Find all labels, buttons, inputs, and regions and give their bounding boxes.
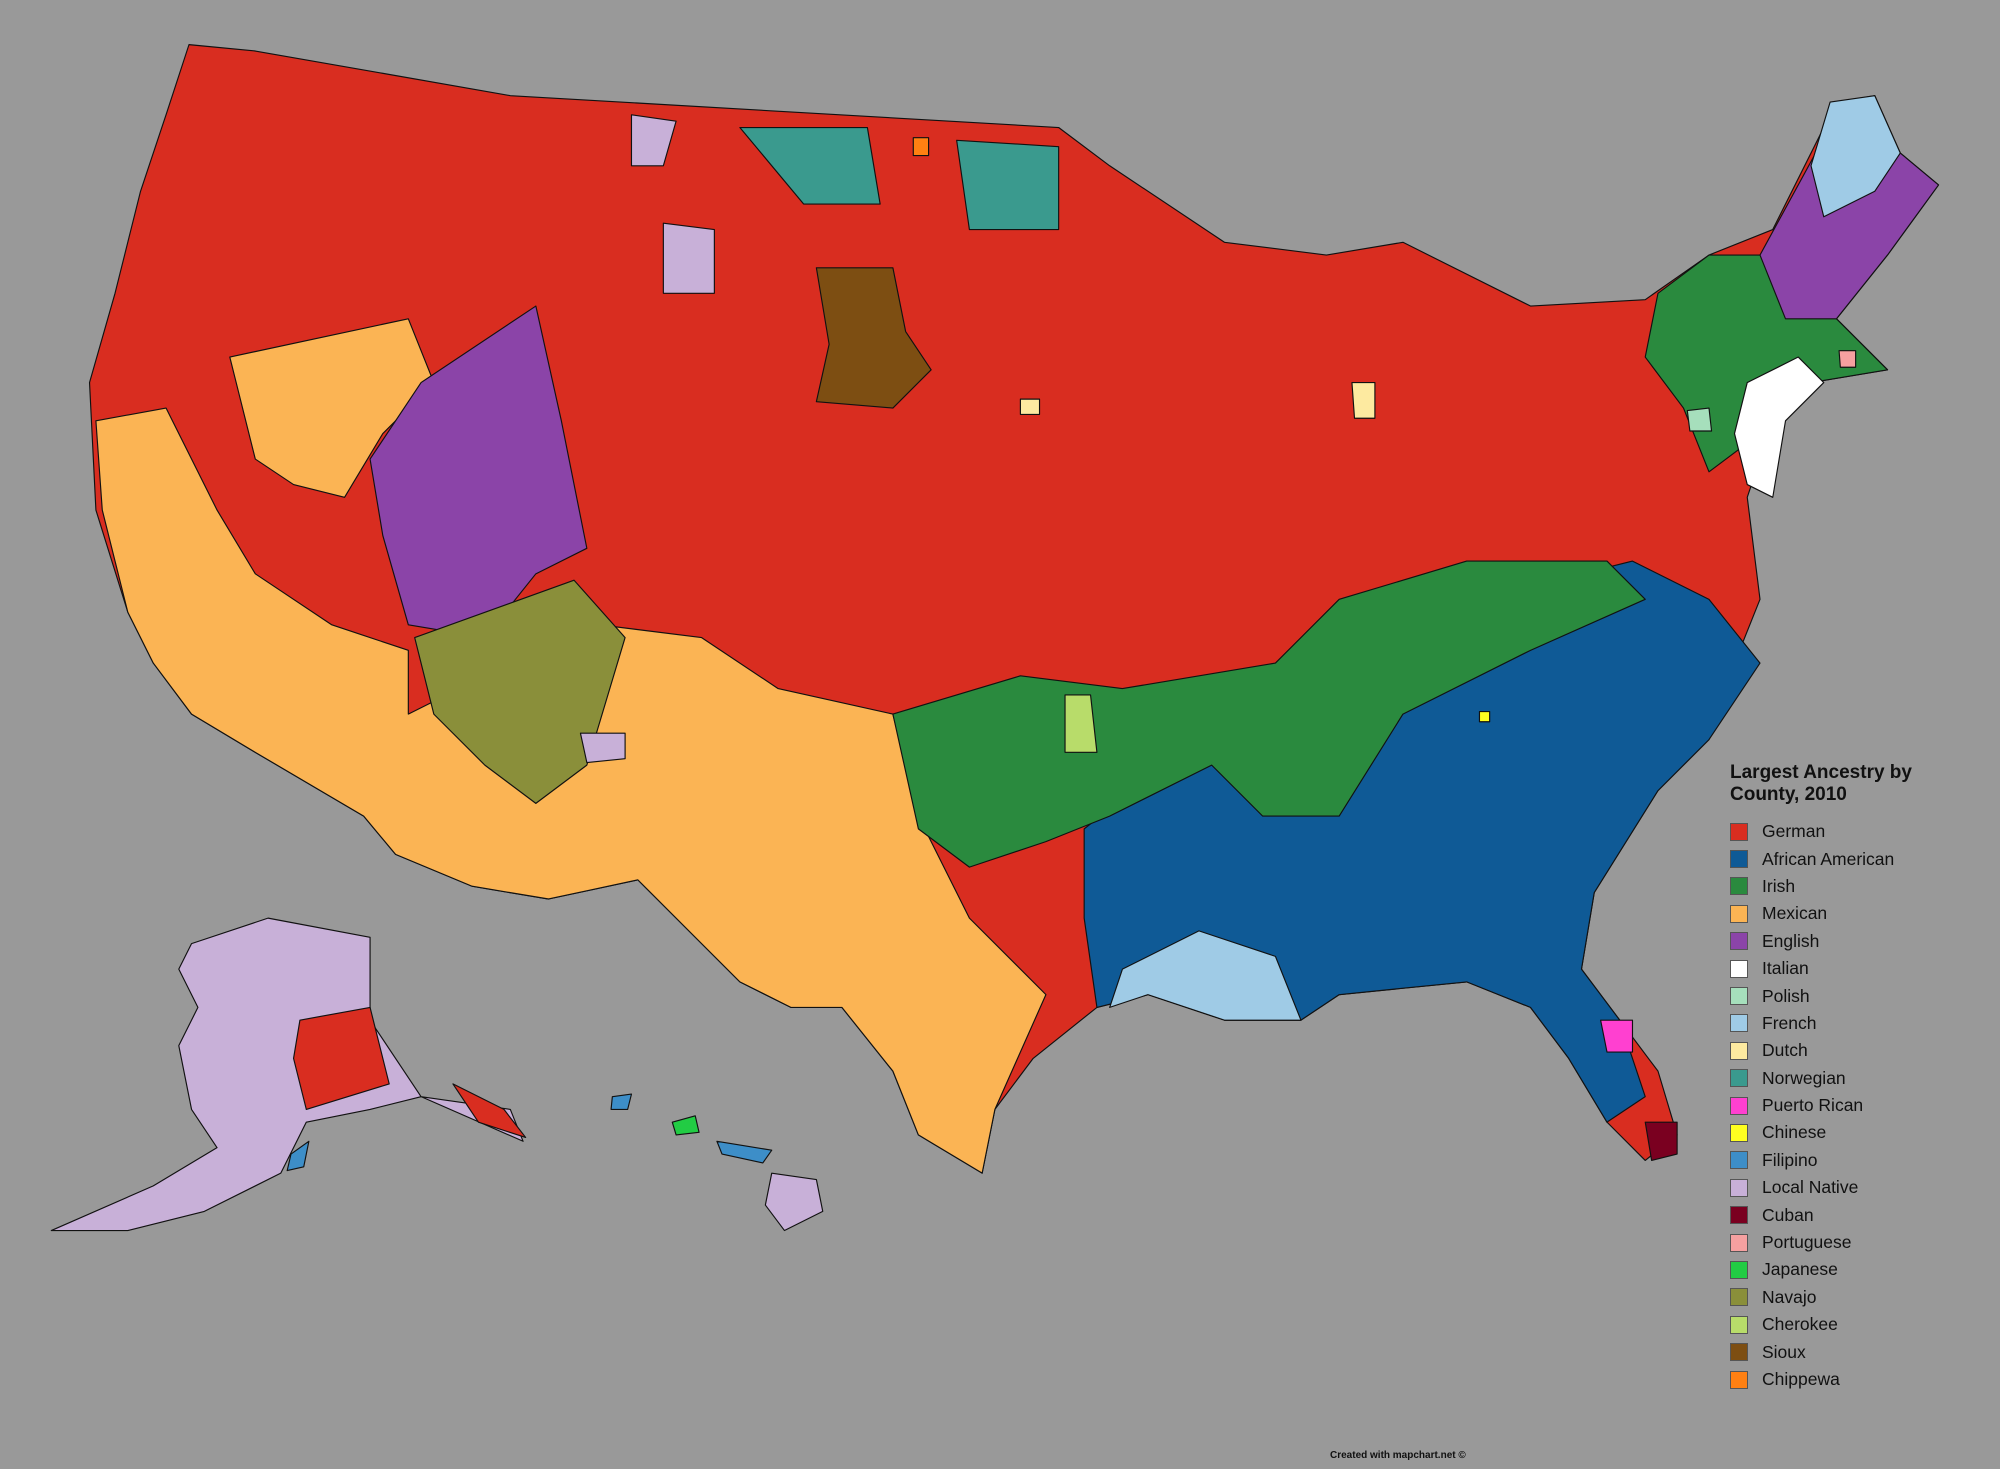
legend-label: African American [1762,848,1895,869]
region [671,1115,700,1136]
region [286,1140,310,1172]
legend-swatch [1730,1178,1748,1197]
legend-label: Cherokee [1762,1314,1838,1335]
legend-label: Italian [1762,958,1809,979]
legend-label: Sioux [1762,1341,1806,1362]
legend-item: Japanese [1730,1256,1980,1283]
legend-item: Norwegian [1730,1065,1980,1092]
legend-swatch [1730,1260,1748,1279]
region [1351,381,1376,419]
legend-item: Navajo [1730,1284,1980,1311]
legend-swatch [1730,932,1748,951]
legend-item: Mexican [1730,900,1980,927]
region [764,1172,824,1232]
region [1019,398,1041,416]
region [662,222,715,294]
region [1600,1019,1634,1053]
region [610,1093,633,1110]
legend-item: Local Native [1730,1174,1980,1201]
region [1109,930,1302,1021]
region [1478,710,1491,723]
legend-label: French [1762,1012,1817,1033]
legend-title: Largest Ancestry by County, 2010 [1730,762,1912,805]
region [912,137,930,157]
region [1838,350,1857,368]
legend-label: English [1762,930,1820,951]
region [892,560,1646,868]
legend-item: French [1730,1010,1980,1037]
legend-swatch [1730,822,1748,841]
region [1686,407,1713,432]
legend-swatch [1730,959,1748,978]
legend-swatch [1730,850,1748,869]
legend-label: Filipino [1762,1149,1818,1170]
legend-items: German African American Irish Mexican Englis… [1730,818,1980,1393]
legend-item: Portuguese [1730,1229,1980,1256]
legend-item: Chinese [1730,1119,1980,1146]
legend-label: Norwegian [1762,1067,1846,1088]
region [229,318,435,498]
legend-swatch [1730,1069,1748,1088]
region [1733,356,1825,498]
region [716,1140,773,1164]
legend-item: Puerto Rican [1730,1092,1980,1119]
credit: Created with mapchart.net © [1330,1450,1466,1461]
legend-swatch [1730,877,1748,896]
legend-item: Irish [1730,873,1980,900]
region [815,267,932,409]
legend-label: Portuguese [1762,1232,1852,1253]
region [1810,95,1901,218]
legend-swatch [1730,1343,1748,1362]
legend-item: Polish [1730,982,1980,1009]
legend-label: Navajo [1762,1286,1817,1307]
legend-item: German [1730,818,1980,845]
region [579,732,626,764]
legend-swatch [1730,1370,1748,1389]
legend-label: Puerto Rican [1762,1095,1864,1116]
region [292,1006,390,1110]
region [630,114,677,167]
legend-swatch [1730,1014,1748,1033]
region [739,126,881,205]
legend-item: Cuban [1730,1201,1980,1228]
legend-item: African American [1730,845,1980,872]
legend-item: Cherokee [1730,1311,1980,1338]
legend-label: German [1762,821,1826,842]
legend-label: Polish [1762,985,1810,1006]
legend-item: Chippewa [1730,1366,1980,1393]
legend-swatch [1730,1041,1748,1060]
legend: Largest Ancestry by County, 2010 German A… [1730,762,1980,1393]
region [1064,694,1098,753]
legend-label: Irish [1762,875,1796,896]
legend-label: Local Native [1762,1177,1859,1198]
region [95,407,1047,1174]
legend-swatch [1730,1288,1748,1307]
region [956,139,1060,231]
legend-swatch [1730,1123,1748,1142]
legend-item: Filipino [1730,1147,1980,1174]
legend-label: Cuban [1762,1204,1814,1225]
legend-swatch [1730,987,1748,1006]
legend-item: Italian [1730,955,1980,982]
region [50,917,524,1232]
legend-label: Chinese [1762,1122,1827,1143]
legend-swatch [1730,1206,1748,1225]
legend-item: Sioux [1730,1338,1980,1365]
legend-swatch [1730,1151,1748,1170]
legend-item: Dutch [1730,1037,1980,1064]
legend-label: Japanese [1762,1259,1838,1280]
region [452,1083,527,1139]
legend-swatch [1730,904,1748,923]
legend-swatch [1730,1096,1748,1115]
legend-swatch [1730,1315,1748,1334]
region [414,579,626,804]
legend-swatch [1730,1233,1748,1252]
legend-label: Chippewa [1762,1369,1840,1389]
legend-item: English [1730,928,1980,955]
legend-label: Mexican [1762,903,1828,924]
region [1644,1121,1678,1161]
legend-label: Dutch [1762,1040,1808,1061]
